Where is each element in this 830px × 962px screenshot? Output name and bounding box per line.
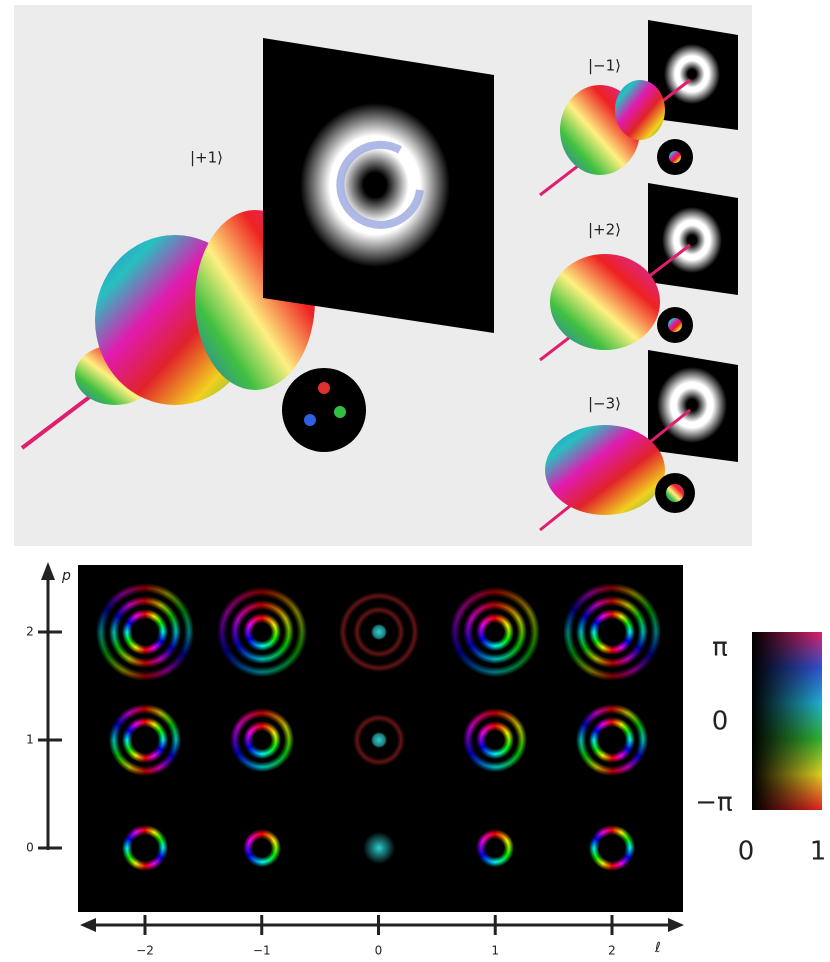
mode-profile xyxy=(327,580,431,684)
intensity-donut xyxy=(300,103,450,267)
x-tick-label: −2 xyxy=(136,944,154,958)
mode-profile xyxy=(560,688,664,792)
y-tick-label: 2 xyxy=(26,625,34,639)
y-tick-label: 1 xyxy=(26,733,34,747)
colorbar-label: 0 xyxy=(712,707,729,737)
mode-profile xyxy=(93,796,197,900)
x-tick-label: 2 xyxy=(608,944,616,958)
mode-profile xyxy=(210,580,314,684)
colorbar xyxy=(752,632,822,810)
mode-profile xyxy=(560,796,664,900)
colorbar-label: 1 xyxy=(810,837,827,867)
mode-profile xyxy=(210,688,314,792)
colorbar-label: −π xyxy=(695,788,732,818)
figure: |+1⟩ |−1⟩ |+2⟩ |−3⟩ p ℓ π 0 −π 0 1 −2 −1 0… xyxy=(0,0,830,962)
mode-profile xyxy=(93,688,197,792)
state-label: |−3⟩ xyxy=(588,395,621,413)
mode-profile xyxy=(443,796,547,900)
x-tick-label: 1 xyxy=(491,944,499,958)
x-arrow xyxy=(80,918,96,932)
y-axis-label: p xyxy=(61,568,71,584)
mode-profile xyxy=(93,580,197,684)
state-label: |−1⟩ xyxy=(588,57,621,75)
mode-profile xyxy=(210,796,314,900)
phase-inset xyxy=(282,368,366,452)
x-axis-label: ℓ xyxy=(654,940,661,956)
y-arrow xyxy=(41,562,55,580)
mode-profile xyxy=(443,688,547,792)
state-label: |+1⟩ xyxy=(190,149,223,167)
x-tick-label: −1 xyxy=(253,944,271,958)
mode-profile xyxy=(327,796,431,900)
y-tick-label: 0 xyxy=(26,841,34,855)
mode-profile xyxy=(443,580,547,684)
x-tick-label: 0 xyxy=(375,944,383,958)
mode-profile xyxy=(327,688,431,792)
colorbar-label: π xyxy=(712,633,728,663)
mode-profile xyxy=(560,580,664,684)
colorbar-label: 0 xyxy=(738,837,755,867)
x-arrow xyxy=(668,918,684,932)
state-label: |+2⟩ xyxy=(588,221,621,239)
